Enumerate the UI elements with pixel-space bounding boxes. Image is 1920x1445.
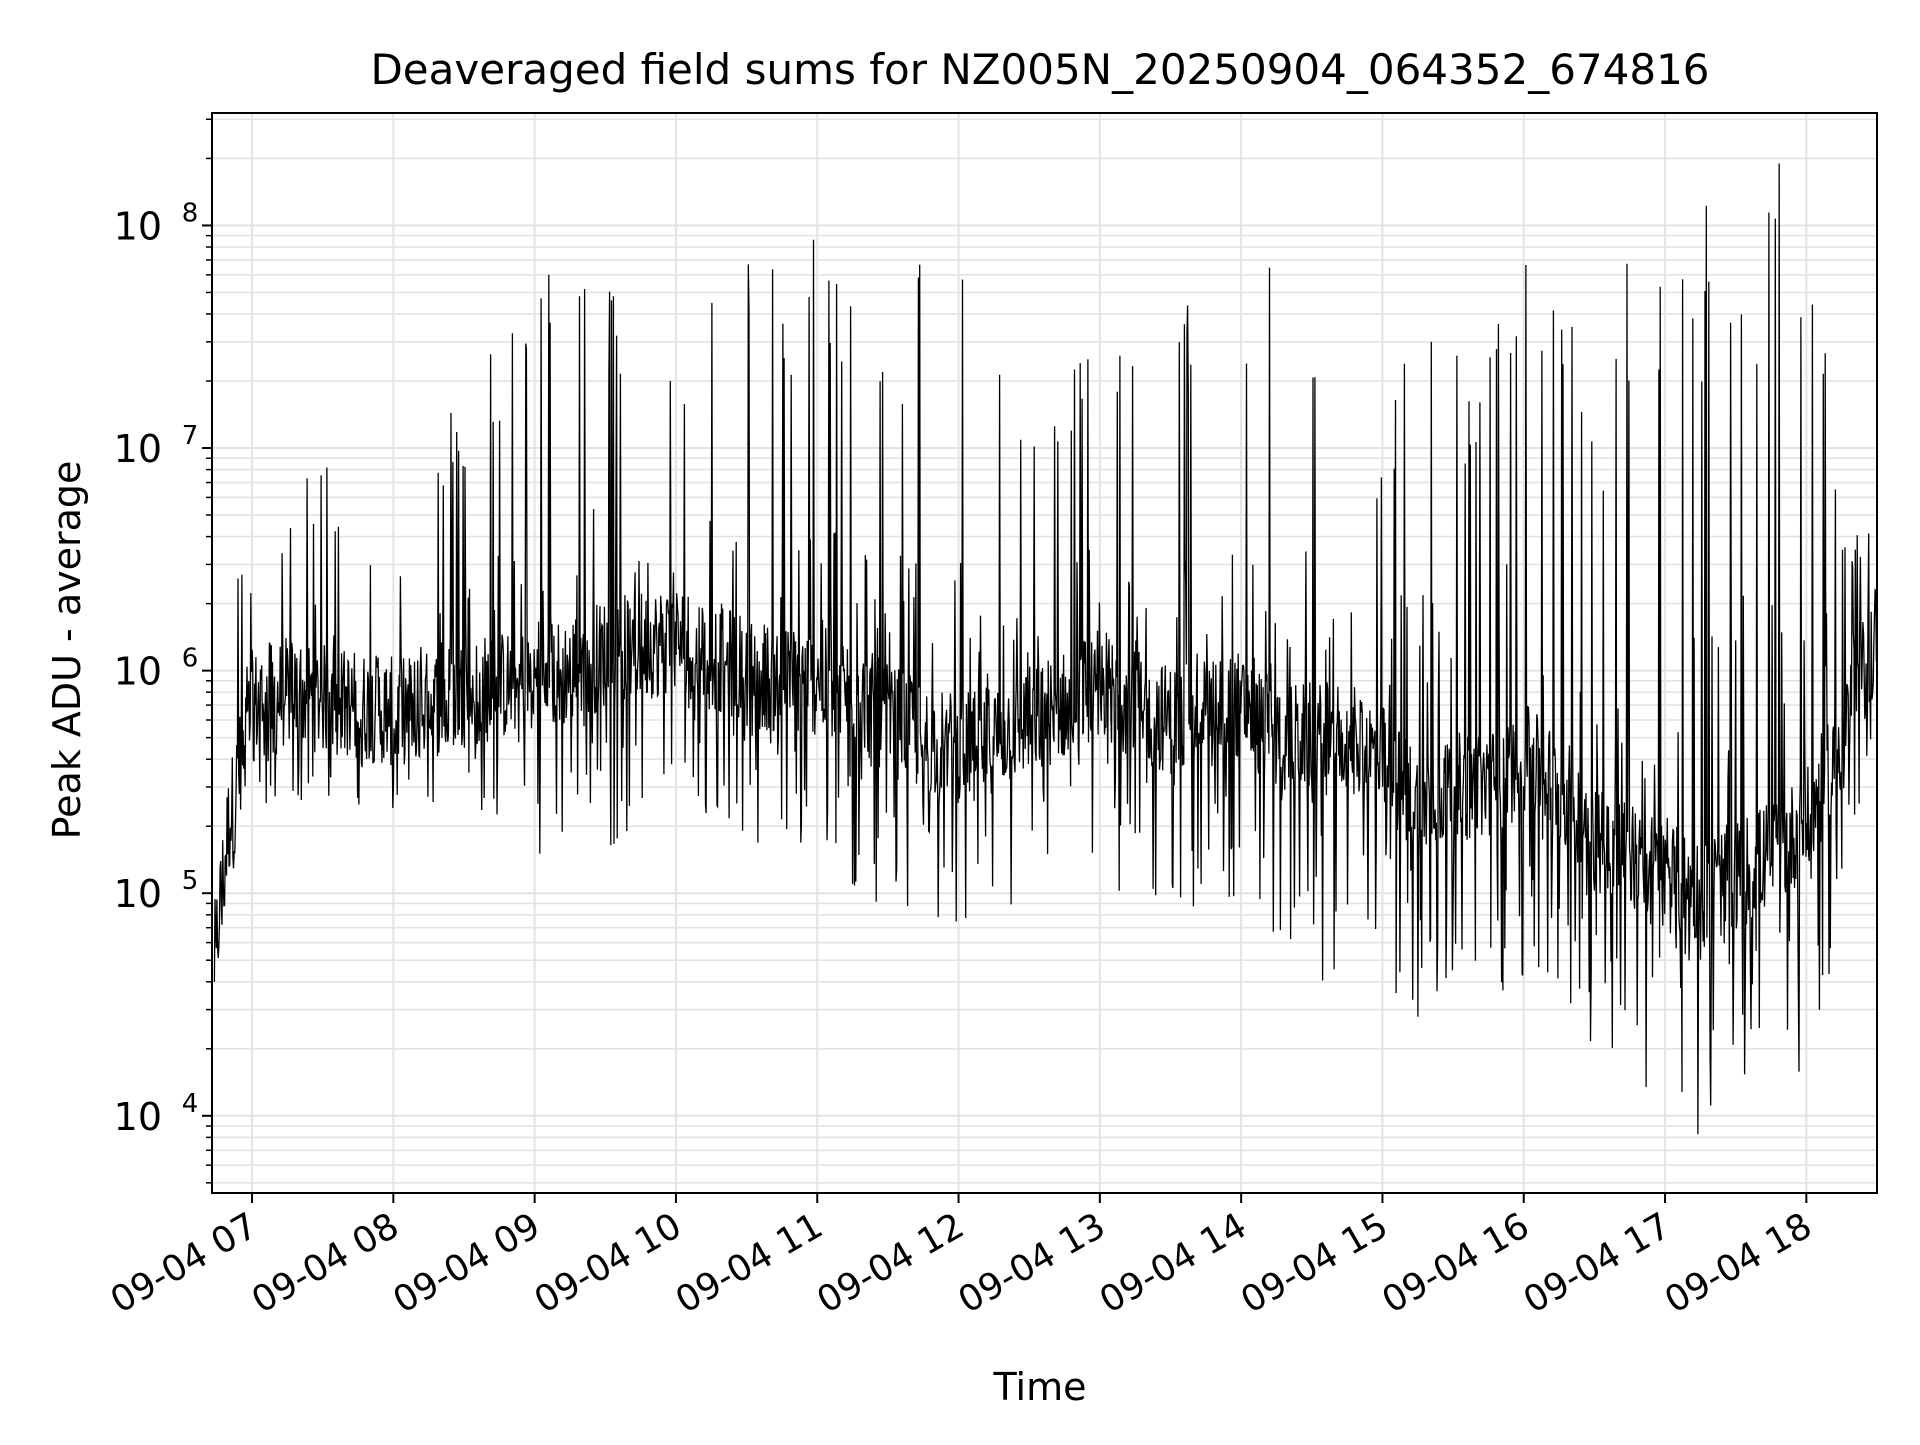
data-layer bbox=[213, 163, 1877, 1135]
chart-title: Deaveraged field sums for NZ005N_2025090… bbox=[370, 45, 1709, 94]
y-tick-label-exponent: 8 bbox=[182, 198, 199, 228]
y-tick-label: 10 bbox=[114, 427, 162, 471]
y-tick-label-exponent: 4 bbox=[182, 1089, 199, 1119]
y-tick-label: 10 bbox=[114, 1095, 162, 1139]
y-tick-label-exponent: 5 bbox=[182, 866, 199, 896]
y-tick-label-exponent: 7 bbox=[182, 421, 199, 451]
y-tick-label: 10 bbox=[114, 650, 162, 694]
y-tick-label-exponent: 6 bbox=[182, 644, 199, 674]
y-axis-label: Peak ADU - average bbox=[45, 461, 89, 840]
grid-layer bbox=[212, 113, 1877, 1193]
series-line bbox=[213, 163, 1877, 1135]
series-group bbox=[213, 163, 1877, 1135]
y-tick-label: 10 bbox=[114, 204, 162, 248]
plot-frame bbox=[211, 112, 1878, 1194]
y-tick-label: 10 bbox=[114, 872, 162, 916]
x-axis-label: Time bbox=[993, 1365, 1087, 1409]
